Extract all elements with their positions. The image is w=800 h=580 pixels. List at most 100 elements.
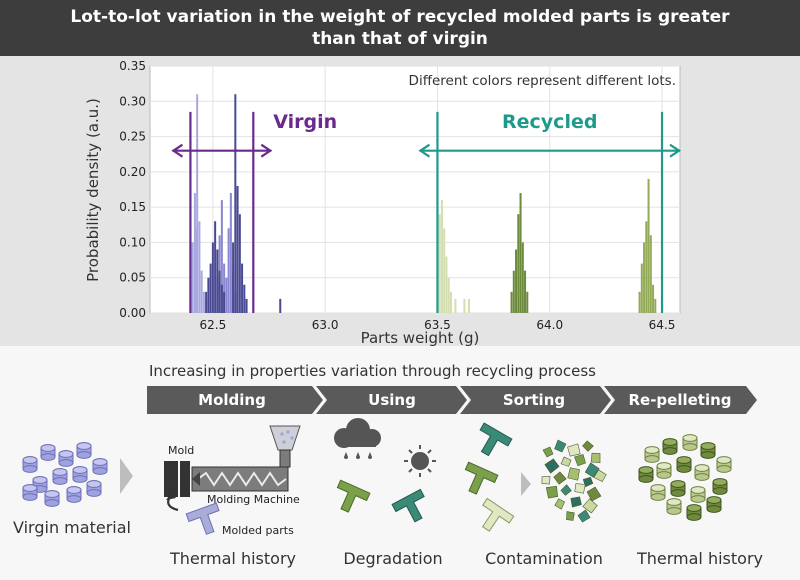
plastic-flake [554,498,566,510]
plastic-flake [560,484,572,496]
sun-icon [404,445,436,477]
x-tick-labels: 62.5 63.0 63.5 64.0 64.5 [200,318,676,332]
plastic-flake [570,496,582,508]
histogram-bar [438,214,441,313]
stage-arrow-molding [147,386,323,414]
title-line-1: Lot-to-lot variation in the weight of re… [70,7,730,27]
plastic-flake [545,485,559,499]
weight-distribution-chart: Virgin Recycled 0.00 0.05 0.10 0.15 0.20 0.25 0… [84,59,682,346]
histogram-bar [220,200,223,313]
histogram-bar [227,228,230,313]
histogram-bar [236,185,239,313]
recycling-process-diagram: Increasing in properties variation throu… [13,362,763,568]
histogram-bar [195,228,198,313]
histogram-bar [643,242,646,313]
histogram-bar [205,291,208,313]
stage-arrow-repelleting [604,386,757,414]
plastic-flake [567,467,580,481]
x-tick-label: 63.0 [312,318,339,332]
histogram-bar [279,298,282,313]
histogram-bar [512,270,515,313]
plastic-flake [574,483,586,494]
x-tick-label: 62.5 [200,318,227,332]
arrow-left-icon [418,143,431,158]
stage-arrow-using [316,386,467,414]
plastic-flake [542,446,554,458]
histogram-bar [654,298,657,313]
title-line-2: than that of virgin [312,29,488,49]
x-tick-label: 63.5 [424,318,451,332]
sorted-parts-icon [457,422,515,539]
histogram-bar [207,277,210,313]
arrow-left-icon [171,143,184,158]
histogram-bar [218,270,221,313]
range-brackets: Virgin Recycled [171,111,682,313]
histogram-bar [524,270,527,313]
histogram-bar [234,94,237,313]
plastic-flake [553,471,567,485]
chart-note: Different colors represent different lot… [409,73,676,89]
y-tick-label: 0.20 [119,165,146,179]
plastic-flake [577,509,591,523]
plastic-flake [584,462,600,478]
chevron-right-icon [521,472,531,496]
histogram-bar [200,270,203,313]
stage-using-label: Using [368,391,416,409]
arrow-right-icon [669,143,682,158]
histogram-bar [467,298,470,313]
histogram-bar [202,291,205,313]
histogram-bar [232,242,235,313]
histogram-bar [241,263,244,313]
y-tick-label: 0.15 [119,200,146,214]
histogram-bar [647,178,650,313]
histogram-bar [517,214,520,313]
plastic-flake [554,439,567,453]
histogram-bar [191,242,194,313]
plastic-flake [582,440,594,452]
y-tick-label: 0.25 [119,130,146,144]
group-label: Recycled [502,111,597,133]
group-label: Virgin [273,111,337,133]
recycled-pellets-icon [638,434,732,521]
histogram-bar [519,193,522,313]
histogram-bar [223,291,226,313]
histogram-bar [449,291,452,313]
plastic-flake [582,498,598,514]
molding-machine-label: Molding Machine [207,493,300,506]
histogram-bar [243,284,246,313]
mold-label: Mold [168,444,194,457]
plastic-flakes-icon [541,439,607,523]
histogram-bar [223,263,226,313]
histogram-bar [638,291,641,313]
plastic-flake [560,456,572,467]
title-banner: Lot-to-lot variation in the weight of re… [0,0,800,56]
histogram-bar [238,214,241,313]
plastic-flake [574,454,586,467]
plastic-flake [590,452,601,464]
histogram-bar [447,277,450,313]
caption-using: Degradation [343,549,442,568]
y-axis-label: Probability density (a.u.) [84,98,102,282]
histogram-bar [196,94,199,313]
histogram-bar [225,277,228,313]
plastic-flake [544,458,560,474]
process-panel: Increasing in properties variation throu… [0,346,800,580]
histogram-bar [640,263,643,313]
y-tick-label: 0.10 [119,235,146,249]
histogram-bar [229,193,232,313]
histogram-bar [526,291,529,313]
y-tick-label: 0.30 [119,94,146,108]
histogram-bar [211,242,214,313]
histogram-bar [198,221,201,313]
histogram-bar [443,228,446,313]
histogram-bar [521,242,524,313]
y-tick-label: 0.05 [119,271,146,285]
plastic-flake [567,443,581,457]
x-tick-label: 64.5 [649,318,676,332]
molded-parts-label: Molded parts [222,524,294,537]
chevron-right-icon [120,458,133,494]
y-tick-label: 0.00 [119,306,146,320]
histogram-bar [193,193,196,313]
histogram-bar [454,298,457,313]
histogram-bar [216,249,219,313]
